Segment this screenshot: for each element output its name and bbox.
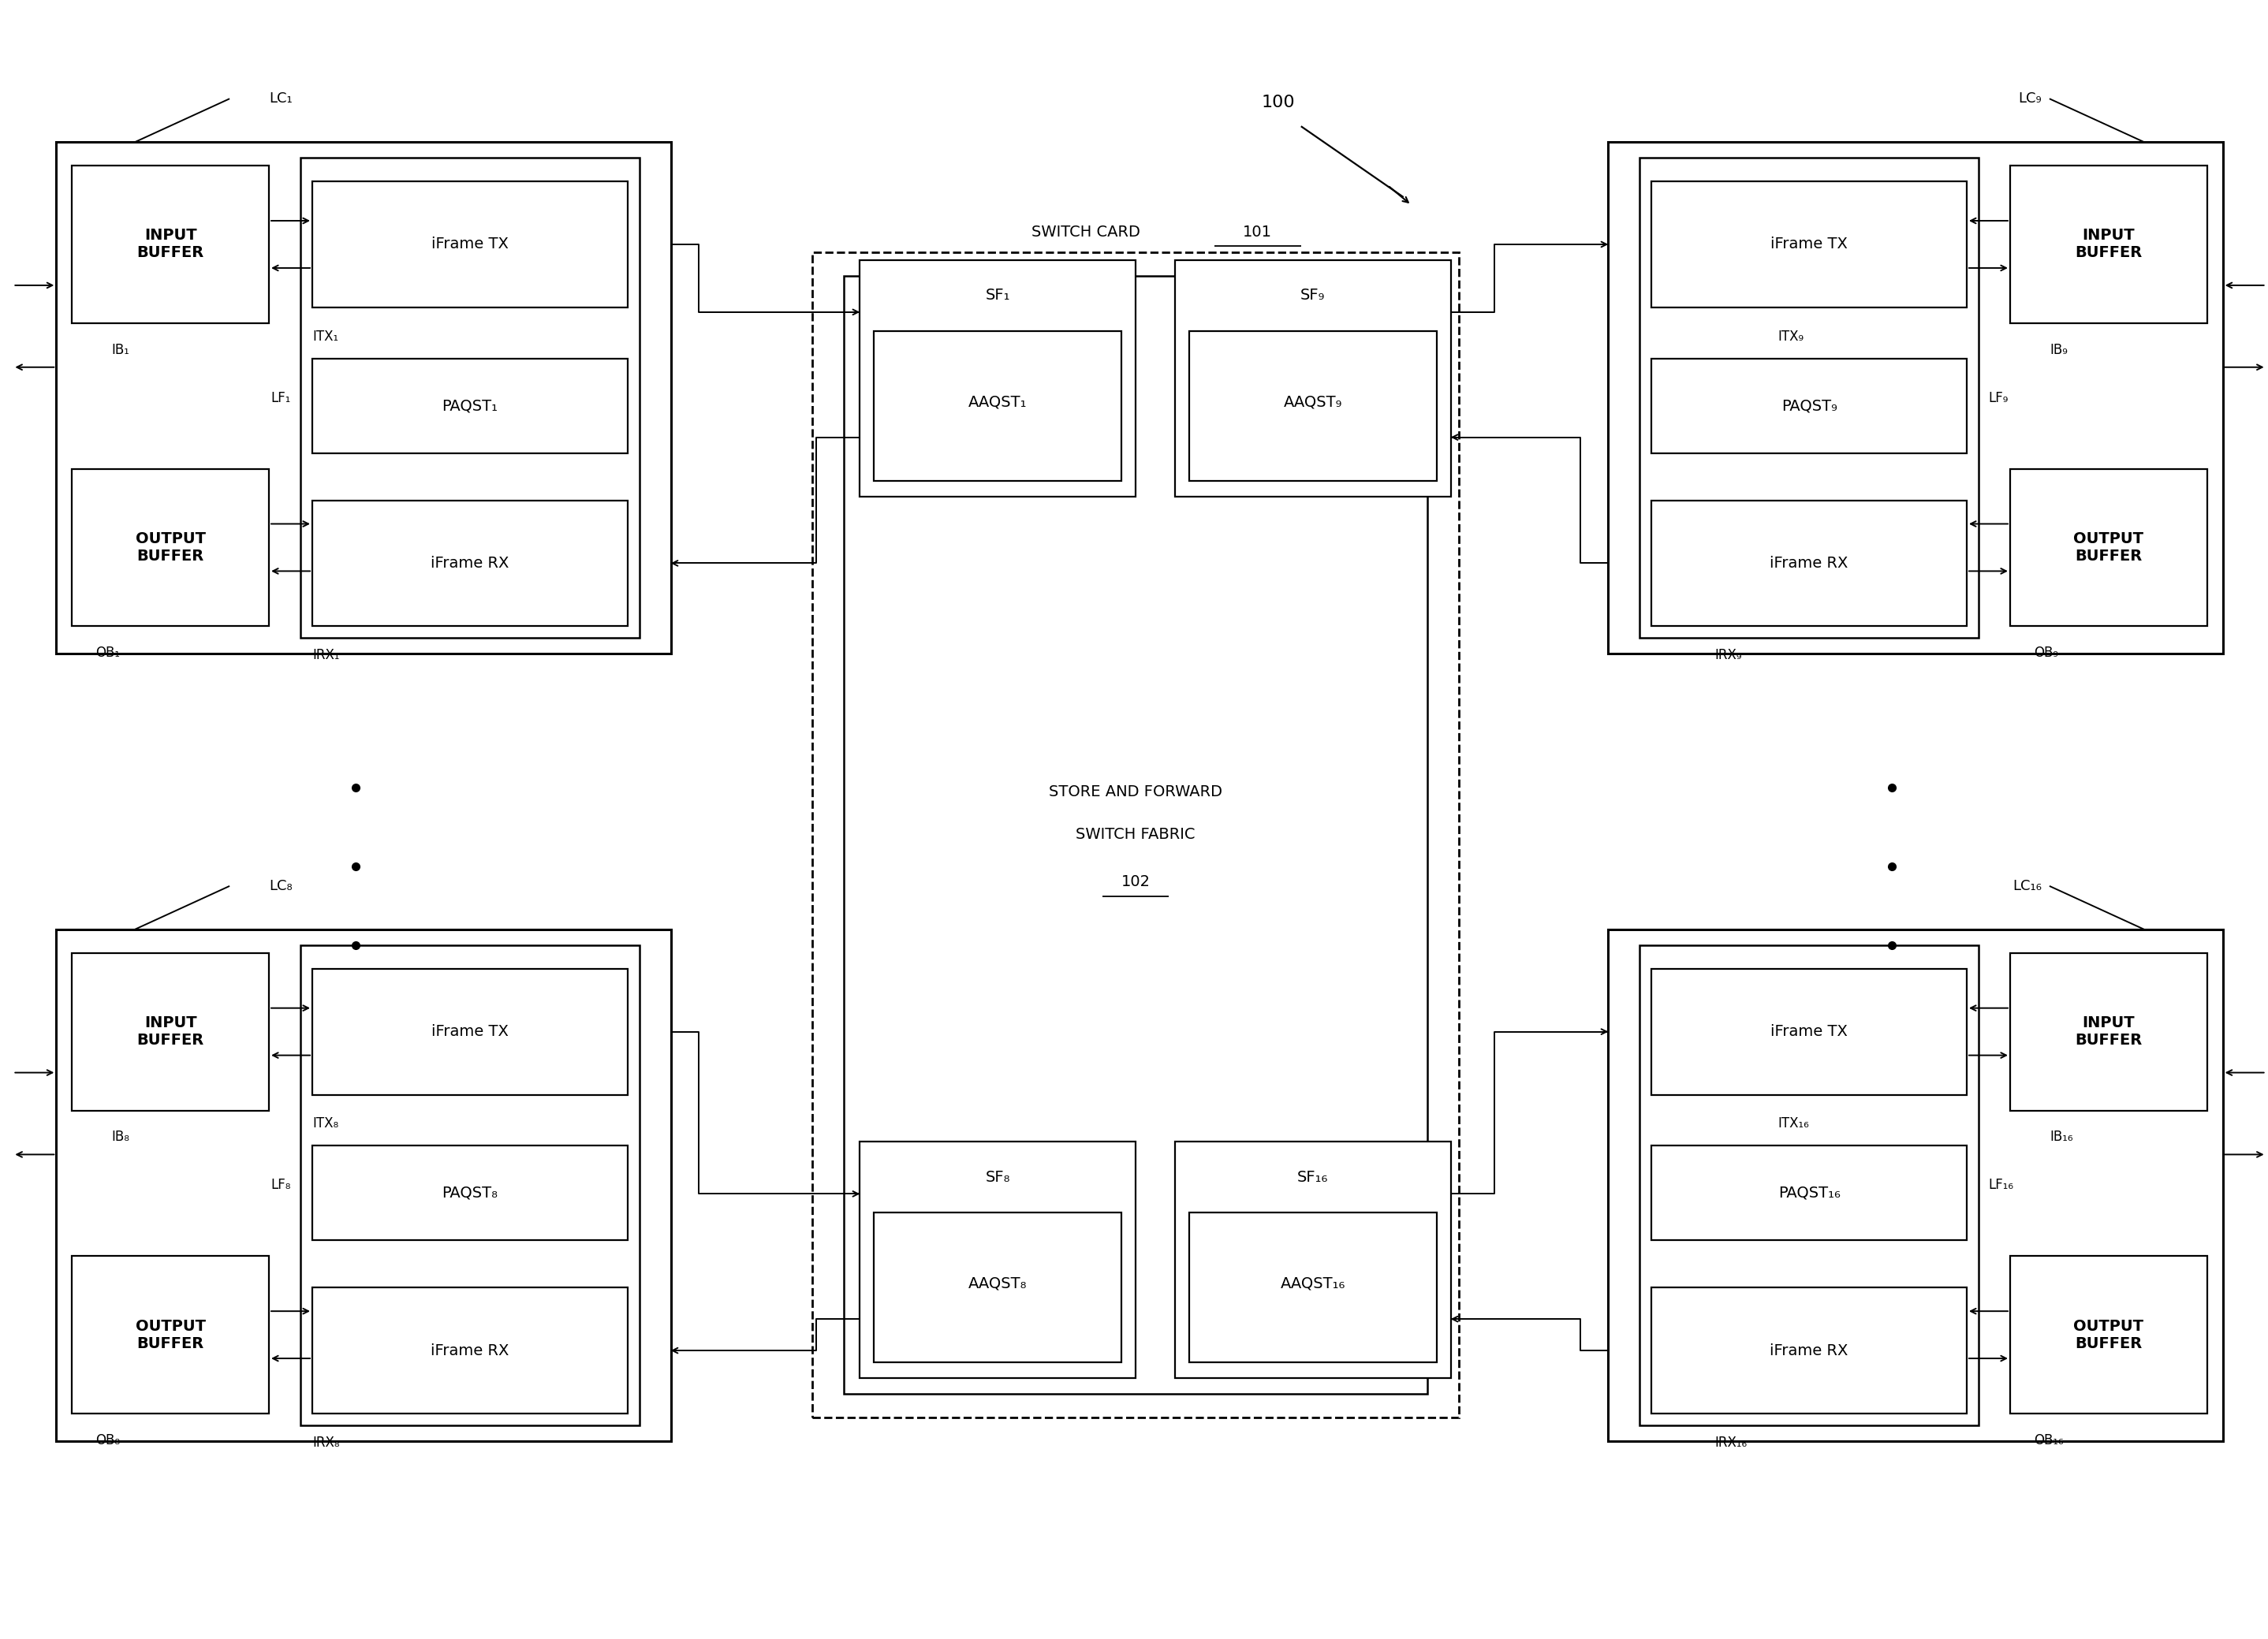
Text: SF₁: SF₁ [984,288,1009,303]
Bar [1640,157,1978,638]
Bar [313,182,628,308]
Bar [1175,1142,1452,1378]
Text: ITX₉: ITX₉ [1778,329,1803,344]
Bar [1175,261,1452,497]
Text: OB₉: OB₉ [2034,646,2057,661]
Text: LF₉: LF₉ [1989,390,2007,405]
Bar [2009,1255,2207,1413]
Text: iFrame TX: iFrame TX [1771,238,1848,252]
Text: iFrame RX: iFrame RX [1769,556,1848,570]
Text: ITX₈: ITX₈ [313,1116,338,1131]
Text: SF₈: SF₈ [984,1170,1009,1185]
Bar [299,946,640,1426]
Text: IRX₁₆: IRX₁₆ [1715,1436,1746,1451]
Bar [299,157,640,638]
Text: LF₁: LF₁ [270,390,290,405]
Text: 101: 101 [1243,225,1272,239]
Text: PAQST₉: PAQST₉ [1780,398,1837,413]
Text: iFrame TX: iFrame TX [1771,1024,1848,1039]
Bar [73,952,270,1110]
Bar [873,1213,1120,1362]
Bar [873,331,1120,480]
Text: OB₁₆: OB₁₆ [2034,1432,2064,1447]
Bar [57,143,671,654]
Text: IRX₈: IRX₈ [313,1436,340,1451]
Text: INPUT
BUFFER: INPUT BUFFER [136,1016,204,1047]
Text: OB₈: OB₈ [95,1432,120,1447]
Text: ITX₁₆: ITX₁₆ [1778,1116,1810,1131]
Text: LF₈: LF₈ [270,1178,290,1192]
Text: AAQST₉: AAQST₉ [1284,395,1343,410]
Text: STORE AND FORWARD: STORE AND FORWARD [1048,783,1222,800]
Text: INPUT
BUFFER: INPUT BUFFER [136,228,204,261]
Text: IB₈: IB₈ [111,1131,129,1144]
Bar [2009,952,2207,1110]
Text: PAQST₁: PAQST₁ [442,398,499,413]
Bar [1651,1146,1966,1241]
Text: OUTPUT
BUFFER: OUTPUT BUFFER [2073,1319,2143,1351]
Text: iFrame TX: iFrame TX [431,1024,508,1039]
Text: IB₉: IB₉ [2050,343,2068,357]
Bar [1651,1288,1966,1413]
Text: OUTPUT
BUFFER: OUTPUT BUFFER [136,531,206,564]
Bar [313,500,628,626]
Text: SWITCH FABRIC: SWITCH FABRIC [1075,828,1195,842]
Text: INPUT
BUFFER: INPUT BUFFER [2075,228,2143,261]
Bar [844,275,1427,1393]
Bar [1651,359,1966,452]
Text: SF₁₆: SF₁₆ [1297,1170,1329,1185]
Bar [57,929,671,1441]
Bar [812,252,1458,1418]
Bar [1640,946,1978,1426]
Bar [73,469,270,626]
Text: OUTPUT
BUFFER: OUTPUT BUFFER [2073,531,2143,564]
Bar [1188,1213,1436,1362]
Text: iFrame RX: iFrame RX [431,556,508,570]
Text: LC₁: LC₁ [270,92,293,107]
Bar [1608,929,2223,1441]
Bar [73,1255,270,1413]
Text: IRX₉: IRX₉ [1715,649,1742,662]
Bar [1608,143,2223,654]
Text: OUTPUT
BUFFER: OUTPUT BUFFER [136,1319,206,1351]
Bar [73,166,270,323]
Text: INPUT
BUFFER: INPUT BUFFER [2075,1016,2143,1047]
Text: LC₁₆: LC₁₆ [2012,879,2041,893]
Bar [1651,182,1966,308]
Text: iFrame RX: iFrame RX [431,1342,508,1359]
Text: LF₁₆: LF₁₆ [1989,1178,2014,1192]
Bar [313,969,628,1095]
Bar [860,261,1136,497]
Bar [313,1288,628,1413]
Text: IB₁: IB₁ [111,343,129,357]
Text: PAQST₁₆: PAQST₁₆ [1778,1185,1839,1200]
Bar [1651,500,1966,626]
Bar [1651,969,1966,1095]
Text: IRX₁: IRX₁ [313,649,340,662]
Text: AAQST₁: AAQST₁ [968,395,1027,410]
Text: OB₁: OB₁ [95,646,120,661]
Text: 100: 100 [1261,95,1295,110]
Bar [2009,469,2207,626]
Text: AAQST₈: AAQST₈ [968,1277,1027,1292]
Text: 102: 102 [1120,875,1150,890]
Bar [1188,331,1436,480]
Text: IB₁₆: IB₁₆ [2050,1131,2073,1144]
Text: PAQST₈: PAQST₈ [442,1185,499,1200]
Text: SWITCH CARD: SWITCH CARD [1032,225,1145,239]
Text: LC₈: LC₈ [270,879,293,893]
Text: iFrame RX: iFrame RX [1769,1342,1848,1359]
Text: ITX₁: ITX₁ [313,329,338,344]
Bar [313,359,628,452]
Bar [313,1146,628,1241]
Text: SF₉: SF₉ [1300,288,1325,303]
Text: AAQST₁₆: AAQST₁₆ [1281,1277,1345,1292]
Bar [860,1142,1136,1378]
Bar [2009,166,2207,323]
Text: LC₉: LC₉ [2019,92,2041,107]
Text: iFrame TX: iFrame TX [431,238,508,252]
